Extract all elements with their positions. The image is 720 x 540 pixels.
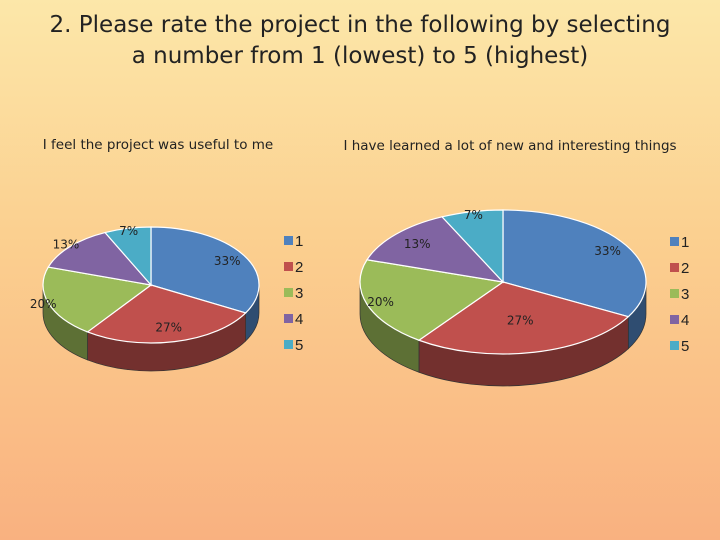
pie-slice-2 bbox=[417, 281, 630, 355]
pie-data-label-1: 33% bbox=[214, 254, 241, 268]
pie-slice-1 bbox=[150, 226, 260, 314]
legend-label-4: 4 bbox=[681, 312, 689, 329]
chart-1-title: I feel the project was useful to me bbox=[43, 137, 273, 153]
pie-slice-4 bbox=[47, 231, 153, 286]
legend-swatch-4 bbox=[670, 315, 679, 324]
legend-label-3: 3 bbox=[295, 285, 303, 302]
legend-2: 1 2 3 4 5 bbox=[670, 234, 689, 355]
pie-slice-3 bbox=[42, 266, 153, 333]
pie-chart-2: 33% 27% 20% 13% 7% bbox=[359, 208, 647, 387]
pie-chart-1: 33% 27% 20% 13% 7% bbox=[30, 224, 260, 372]
pie-slice-5 bbox=[103, 226, 152, 287]
legend-label-3: 3 bbox=[681, 286, 689, 303]
pie-data-label-2: 27% bbox=[155, 320, 182, 334]
legend-label-2: 2 bbox=[295, 259, 303, 276]
slide-title: 2. Please rate the project in the follow… bbox=[0, 10, 720, 72]
pie-data-label-4: 13% bbox=[53, 238, 80, 252]
pie-data-label-4: 13% bbox=[404, 237, 431, 251]
pie-data-label-1: 33% bbox=[594, 244, 621, 258]
legend-swatch-2 bbox=[284, 262, 293, 271]
legend-swatch-1 bbox=[670, 237, 679, 246]
pie-data-label-3: 20% bbox=[367, 295, 394, 309]
legend-label-5: 5 bbox=[681, 338, 689, 355]
pie-data-label-5: 7% bbox=[119, 224, 138, 238]
chart-2-title: I have learned a lot of new and interest… bbox=[343, 138, 676, 154]
legend-label-1: 1 bbox=[295, 233, 303, 250]
legend-swatch-5 bbox=[670, 341, 679, 350]
pie-slice-1 bbox=[502, 209, 647, 318]
legend-label-4: 4 bbox=[295, 311, 303, 328]
legend-label-2: 2 bbox=[681, 260, 689, 277]
pie-slice-5 bbox=[440, 209, 504, 284]
legend-swatch-2 bbox=[670, 263, 679, 272]
legend-swatch-1 bbox=[284, 236, 293, 245]
legend-label-5: 5 bbox=[295, 337, 303, 354]
pie-slice-2 bbox=[86, 284, 247, 344]
legend-swatch-4 bbox=[284, 314, 293, 323]
slide-title-line-2: a number from 1 (lowest) to 5 (highest) bbox=[131, 43, 589, 69]
legend-swatch-3 bbox=[284, 288, 293, 297]
pie-data-label-5: 7% bbox=[464, 208, 483, 222]
pie-slice-3 bbox=[359, 259, 505, 341]
pie-slice-4 bbox=[365, 216, 505, 283]
legend-swatch-5 bbox=[284, 340, 293, 349]
legend-1: 1 2 3 4 5 bbox=[284, 233, 303, 354]
pie-data-label-3: 20% bbox=[30, 297, 57, 311]
legend-label-1: 1 bbox=[681, 234, 689, 251]
legend-swatch-3 bbox=[670, 289, 679, 298]
pie-data-label-2: 27% bbox=[507, 314, 534, 328]
slide-title-line-1: 2. Please rate the project in the follow… bbox=[49, 12, 671, 38]
